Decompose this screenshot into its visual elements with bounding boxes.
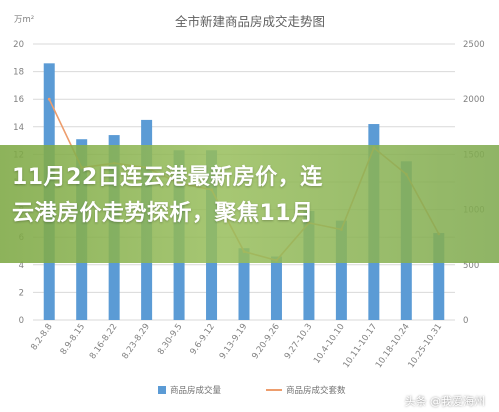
x-tick-label: 8.23-8.29 — [120, 322, 152, 361]
x-tick-label: 10.18-10.24 — [374, 322, 412, 370]
left-tick-label: 0 — [19, 316, 24, 326]
legend: 商品房成交量 商品房成交套数 — [158, 385, 346, 396]
x-tick-label: 8.9-8.15 — [59, 322, 88, 357]
headline-text[interactable]: 11月22日连云港最新房价，连 云港房价走势探析，聚焦11月 — [12, 160, 498, 232]
bar — [303, 210, 315, 320]
x-tick-label: 8.16-8.22 — [88, 322, 120, 361]
left-tick-label: 20 — [13, 40, 24, 50]
bar — [335, 220, 347, 320]
right-tick-label: 2500 — [463, 40, 485, 50]
left-tick-label: 16 — [13, 95, 24, 105]
right-tick-label: 500 — [463, 261, 479, 271]
left-axis-unit: 万m² — [14, 15, 34, 25]
bar — [270, 256, 282, 320]
left-tick-label: 18 — [13, 68, 24, 78]
x-tick-label: 9.27-10.3 — [283, 322, 315, 361]
legend-label-bar: 商品房成交量 — [170, 385, 222, 396]
x-tick-label: 10.11-10.17 — [341, 322, 379, 370]
right-tick-label: 2000 — [463, 95, 485, 105]
left-tick-label: 2 — [19, 288, 24, 298]
headline-banner — [0, 145, 499, 263]
chart-title: 全市新建商品房成交走势图 — [175, 14, 325, 29]
x-tick-label: 9.20-9.26 — [250, 322, 282, 361]
headline-line-2: 云港房价走势探析，聚焦11月 — [12, 201, 314, 226]
headline-line-1: 11月22日连云港最新房价，连 — [12, 165, 323, 190]
x-tick-label: 10.25-10.31 — [406, 322, 444, 370]
legend-swatch-bar — [158, 386, 166, 394]
source-watermark: 头条 @我爱海州 — [404, 395, 486, 408]
x-tick-label: 9.13-9.19 — [218, 322, 250, 361]
x-tick-label: 9.6-9.12 — [188, 322, 217, 357]
bar — [433, 233, 445, 320]
x-tick-label: 10.4-10.10 — [312, 322, 347, 366]
bar — [238, 248, 250, 320]
x-tick-label: 8.30-9.5 — [156, 322, 185, 357]
left-tick-label: 14 — [13, 123, 24, 133]
x-tick-label: 8.2-8.8 — [29, 322, 54, 352]
left-tick-label: 4 — [19, 261, 24, 271]
legend-label-line: 商品房成交套数 — [286, 385, 346, 396]
line-point — [47, 97, 51, 101]
right-tick-label: 0 — [463, 316, 468, 326]
